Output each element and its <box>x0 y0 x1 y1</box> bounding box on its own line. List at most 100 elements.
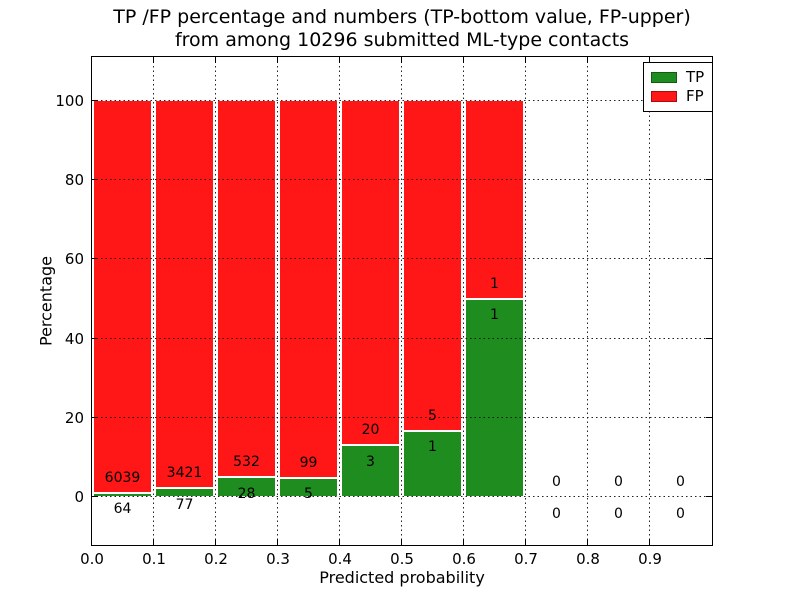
y-tick-label: 0 <box>74 488 84 507</box>
fp-count-label: 532 <box>233 454 260 471</box>
fp-bar-segment <box>93 100 152 493</box>
x-axis-tick <box>400 538 403 545</box>
tp-count-label: 28 <box>237 485 256 502</box>
y-tick-label: 60 <box>64 250 84 269</box>
x-axis-tick <box>524 538 527 545</box>
fp-bar-segment <box>465 100 524 299</box>
tp-count-label: 1 <box>428 439 437 456</box>
fp-bar-segment <box>155 100 214 489</box>
y-axis-tick-right <box>705 416 712 419</box>
x-axis-tick-top <box>524 56 527 63</box>
x-axis-tick <box>338 538 341 545</box>
tp-count-label: 1 <box>490 307 499 324</box>
fp-count-label: 0 <box>552 474 561 491</box>
x-tick-label: 0.4 <box>328 550 352 568</box>
fp-count-label: 1 <box>490 275 499 292</box>
tp-count-label: 0 <box>552 505 561 522</box>
tp-count-label: 0 <box>676 505 685 522</box>
fp-bar-segment <box>403 100 462 431</box>
legend: TP FP <box>643 62 713 112</box>
x-axis-tick-top <box>152 56 155 63</box>
x-axis-tick <box>648 538 651 545</box>
chart-title-line-2: from among 10296 submitted ML-type conta… <box>174 29 630 51</box>
grid-line-vertical <box>649 56 650 545</box>
tp-count-label: 5 <box>304 486 313 503</box>
legend-swatch-tp <box>651 72 677 83</box>
tp-bar-segment <box>93 492 152 497</box>
fp-count-label: 5 <box>428 408 437 425</box>
tp-bar-segment <box>465 298 524 497</box>
y-tick-label: 100 <box>55 91 84 110</box>
y-axis-tick <box>91 258 98 260</box>
tp-count-label: 64 <box>113 501 132 518</box>
grid-line-vertical <box>463 56 464 545</box>
legend-label-tp: TP <box>686 68 705 86</box>
fp-bar-segment <box>279 100 338 478</box>
tp-bar-segment <box>341 445 400 497</box>
y-axis-tick-right <box>705 258 712 260</box>
y-tick-label: 20 <box>64 409 84 428</box>
x-axis-tick <box>152 538 155 545</box>
x-axis-tick-top <box>214 56 217 63</box>
legend-entry-fp: FP <box>651 87 706 106</box>
x-axis-tick-top <box>648 56 651 63</box>
fp-bar-segment <box>217 100 276 478</box>
grid-line-horizontal <box>91 258 712 260</box>
x-axis-tick-top <box>90 56 93 63</box>
x-axis-tick <box>276 538 279 545</box>
grid-line-vertical <box>525 56 526 545</box>
y-axis-tick-right <box>705 178 712 181</box>
grid-line-horizontal <box>91 337 712 339</box>
x-axis-tick <box>90 538 93 545</box>
y-axis-tick <box>91 337 98 339</box>
y-tick-label: 40 <box>64 329 84 348</box>
fp-count-label: 0 <box>676 474 685 491</box>
legend-entry-tp: TP <box>651 68 706 87</box>
fp-bar-segment <box>341 100 400 446</box>
y-axis-tick <box>91 496 98 498</box>
x-tick-label: 0.8 <box>576 550 600 568</box>
x-tick-label: 0.9 <box>638 550 662 568</box>
tp-bar-segment <box>279 477 338 497</box>
x-tick-label: 0.6 <box>452 550 476 568</box>
x-tick-label: 0.2 <box>204 550 228 568</box>
chart-title-line-1: TP /FP percentage and numbers (TP-bottom… <box>113 6 691 28</box>
chart-title: TP /FP percentage and numbers (TP-bottom… <box>92 6 712 52</box>
fp-count-label: 20 <box>361 422 380 439</box>
grid-line-vertical <box>587 56 588 545</box>
y-axis-title: Percentage <box>36 255 56 347</box>
fp-count-label: 0 <box>614 474 623 491</box>
tp-count-label: 77 <box>175 496 194 513</box>
y-tick-label: 80 <box>64 170 84 189</box>
x-tick-label: 0.7 <box>514 550 538 568</box>
x-axis-tick <box>462 538 465 545</box>
tp-count-label: 3 <box>366 453 375 470</box>
fp-count-label: 3421 <box>166 465 203 482</box>
x-axis-tick-top <box>276 56 279 63</box>
x-axis-title: Predicted probability <box>319 568 485 587</box>
grid-line-horizontal <box>91 496 712 498</box>
legend-label-fp: FP <box>686 87 704 105</box>
x-tick-label: 0.1 <box>142 550 166 568</box>
x-tick-label: 0.3 <box>266 550 290 568</box>
x-axis-tick-top <box>338 56 341 63</box>
grid-line-horizontal <box>91 178 712 180</box>
fp-count-label: 6039 <box>104 470 141 487</box>
plot-area: 6039 64 3421 77 532 28 99 5 20 3 5 1 1 1 0 0 0 0 0 0 <box>90 55 713 546</box>
y-axis-tick-right <box>705 337 712 339</box>
grid-line-vertical <box>215 56 216 545</box>
grid-line-horizontal <box>91 99 712 101</box>
y-axis-tick <box>91 178 98 181</box>
y-axis-tick <box>91 416 98 419</box>
x-axis-tick-top <box>462 56 465 63</box>
grid-line-vertical <box>401 56 402 545</box>
grid-line-vertical <box>339 56 340 545</box>
x-axis-tick <box>214 538 217 545</box>
fp-count-label: 99 <box>299 455 318 472</box>
legend-swatch-fp <box>651 91 677 102</box>
x-tick-label: 0.0 <box>80 550 104 568</box>
grid-line-horizontal <box>91 417 712 419</box>
tp-bar-segment <box>403 430 462 497</box>
x-tick-label: 0.5 <box>390 550 414 568</box>
y-axis-tick-right <box>705 496 712 498</box>
